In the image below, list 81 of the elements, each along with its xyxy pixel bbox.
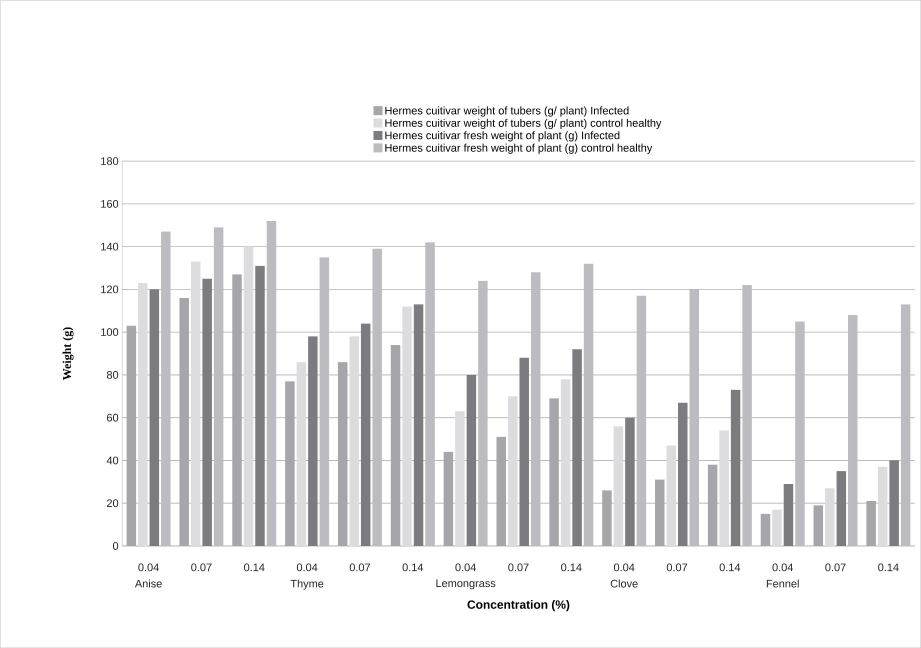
bar [402, 306, 412, 546]
bar [730, 390, 740, 546]
y-tick-label: 140 [101, 242, 118, 250]
bar [772, 510, 782, 546]
x-tick-label: 0.07 [350, 563, 370, 572]
x-tick-label: 0.14 [878, 563, 899, 572]
x-tick-label: 0.04 [296, 563, 318, 572]
x-tick-label: 0.04 [614, 563, 635, 572]
bar [614, 426, 624, 546]
text: Thyme [290, 579, 324, 590]
bar [836, 471, 846, 546]
x-tick-label: 0.14 [720, 563, 740, 572]
bar [825, 488, 835, 546]
bar [308, 336, 318, 546]
bar [349, 336, 359, 546]
x-axis-title: Concentration (%) [468, 600, 570, 612]
y-tick-label: 0 [112, 542, 118, 550]
bar [214, 227, 224, 546]
bar [466, 374, 476, 546]
bar [244, 246, 254, 546]
bar [519, 358, 529, 546]
bar [425, 242, 435, 546]
x-tick-label: 0.07 [825, 563, 846, 572]
legend-label: Hermes cuitivar fresh weight of plant (g) Infected [385, 131, 620, 142]
y-tick-label: 100 [101, 328, 118, 336]
bar [572, 349, 582, 546]
bar [719, 430, 729, 546]
x-tick-label: 0.04 [772, 563, 794, 572]
text: Lemongrass [436, 579, 496, 590]
bar [508, 396, 518, 546]
y-tick-label: 40 [106, 456, 118, 464]
bar [372, 248, 382, 546]
bar [666, 445, 676, 546]
bar [560, 379, 570, 546]
bar [848, 315, 858, 546]
y-axis-title: Weight (g) [62, 327, 74, 380]
bar [900, 304, 910, 546]
legend-label: Hermes cuitivar weight of tubers (g/ plant) Infected [385, 106, 628, 117]
bar [202, 278, 212, 546]
x-tick-label: 0.07 [666, 563, 688, 572]
bar [161, 232, 171, 546]
y-tick-label: 60 [107, 414, 118, 422]
x-tick-label: 0.07 [508, 563, 529, 572]
bar [530, 272, 540, 546]
bar [414, 304, 424, 546]
text: Anise [134, 579, 162, 588]
bar [878, 466, 888, 546]
bar [190, 262, 200, 546]
legend-label: Hermes cuitivar weight of tubers (g/ plant) control healthy [385, 118, 662, 129]
text: Clove [610, 579, 638, 588]
bar [150, 289, 160, 546]
bar [138, 282, 148, 546]
bar [889, 460, 899, 546]
x-tick-label: 0.14 [244, 563, 265, 572]
x-tick-label: 0.14 [402, 563, 424, 572]
y-tick-label: 180 [101, 157, 118, 165]
bar [478, 280, 488, 546]
bar [360, 324, 370, 546]
y-tick-label: 20 [106, 499, 118, 508]
legend-label: Hermes cuitivar fresh weight of plant (g) control healthy [385, 144, 652, 154]
bar [795, 321, 805, 546]
bar [742, 285, 752, 546]
y-tick-label: 160 [101, 200, 118, 208]
y-tick-label: 120 [101, 285, 118, 294]
x-tick-label: 0.04 [455, 563, 476, 572]
y-tick-label: 80 [106, 371, 118, 379]
bar [678, 402, 688, 546]
x-tick-label: 0.04 [138, 563, 159, 572]
bar [636, 296, 646, 546]
bar [255, 266, 265, 546]
bar [784, 484, 794, 546]
bar [320, 257, 330, 546]
text: Fennel [766, 579, 799, 588]
x-tick-label: 0.07 [191, 563, 212, 572]
bar [266, 220, 276, 546]
bar [455, 411, 465, 546]
bar [296, 362, 306, 546]
bar [625, 418, 635, 546]
bar [690, 289, 699, 546]
bar [584, 264, 594, 546]
x-tick-label: 0.14 [561, 563, 582, 572]
